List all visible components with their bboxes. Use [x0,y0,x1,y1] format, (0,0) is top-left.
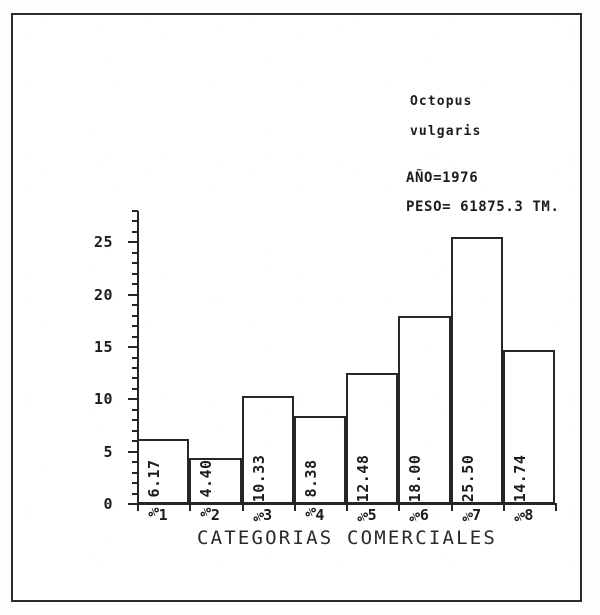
y-axis-tick-label: 15 [93,338,113,357]
x-axis-tick [241,503,244,511]
y-axis-minor-tick [132,419,138,422]
x-axis-tick-label: 2 [210,506,220,524]
y-axis-tick-label: 25 [93,233,113,252]
plot-area: % 6.17% 4.40% 10.33% 8.38% 12.48% 18.00%… [137,211,555,521]
x-axis-tick-label: 5 [367,506,377,524]
x-axis-tick [137,503,139,511]
bar: % 14.74 [502,349,555,521]
y-axis-tick-label: 0 [103,495,113,513]
bar: % 18.00 [398,315,451,521]
y-axis-major-tick [128,293,138,296]
y-axis-minor-tick [132,335,138,338]
x-axis-title: CATEGORIAS COMERCIALES [196,527,498,549]
bar: % 25.50 [450,237,503,521]
y-axis-line [137,211,139,506]
y-axis-minor-tick [132,440,138,443]
y-axis-tick-label: 20 [93,285,113,304]
y-axis-minor-tick [132,429,138,432]
x-axis-tick-label: 3 [263,506,273,524]
x-axis-tick [189,503,192,511]
y-axis-minor-tick [132,272,138,275]
bar: % 4.40 [189,457,242,517]
y-axis-minor-tick [132,461,138,464]
x-axis-tick [502,503,505,511]
y-axis-minor-tick [132,356,138,359]
x-axis-tick [450,503,453,511]
y-axis-minor-tick [132,366,138,369]
y-axis-major-tick [128,503,138,505]
x-axis-tick-label: 8 [524,506,534,524]
y-axis-minor-tick [132,377,138,380]
species-epithet-label: vulgaris [410,124,482,139]
y-axis-major-tick [128,346,138,349]
y-axis-minor-tick [132,210,138,212]
x-axis-tick [398,503,401,511]
y-axis-minor-tick [132,408,138,411]
y-axis-major-tick [128,241,138,244]
x-axis-tick-label: 7 [472,506,482,524]
y-axis-tick-label: 10 [93,390,113,409]
bar: % 10.33 [241,395,294,521]
x-axis-tick [293,503,296,511]
y-axis-minor-tick [132,262,138,265]
y-axis-tick-label: 5 [103,442,113,461]
y-axis-minor-tick [132,251,138,254]
y-axis-minor-tick [132,387,138,390]
y-axis-minor-tick [132,230,138,233]
species-genus-label: Octopus [410,94,473,109]
y-axis-minor-tick [132,325,138,328]
y-axis-minor-tick [132,220,138,223]
y-axis-minor-tick [132,492,138,495]
x-axis-tick [555,503,557,511]
page-frame: Octopus vulgaris AÑO=1976 PESO= 61875.3 … [11,13,582,602]
x-axis-tick-label: 4 [315,506,325,524]
bar: % 6.17 [137,439,190,517]
year-label: AÑO=1976 [406,170,479,186]
y-axis-minor-tick [132,314,138,317]
y-axis-major-tick [128,450,138,453]
x-axis-tick [346,503,348,511]
weight-label: PESO= 61875.3 TM. [406,199,560,215]
y-axis-minor-tick [132,482,138,485]
y-axis-minor-tick [132,471,138,474]
y-axis-major-tick [128,398,138,401]
x-axis-tick-label: 1 [158,506,168,524]
bar: % 8.38 [293,416,346,517]
y-axis-minor-tick [132,283,138,286]
x-axis-tick-label: 6 [419,506,429,524]
bar: % 12.48 [346,373,399,521]
y-axis-minor-tick [132,304,138,307]
